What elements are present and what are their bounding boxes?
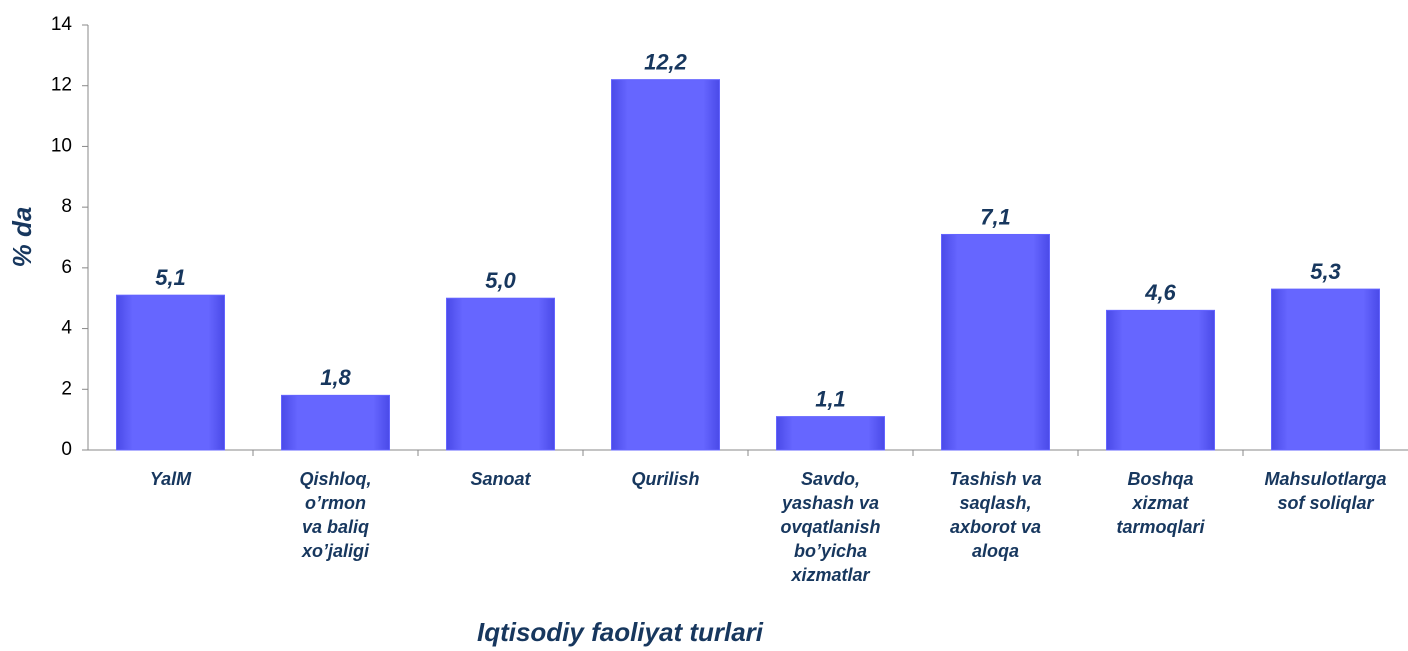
x-tick-label: Tashish va saqlash, axborot va aloqa (949, 469, 1041, 561)
bar (941, 233, 1050, 451)
data-label: 5,3 (1310, 259, 1341, 284)
data-label: 5,1 (155, 265, 186, 290)
x-tick-label: Qurilish (631, 469, 699, 489)
x-tick-label: Mahsulotlarga sof soliqlar (1264, 469, 1386, 513)
data-label: 1,1 (815, 386, 846, 411)
data-label: 7,1 (980, 204, 1011, 229)
data-label: 4,6 (1144, 280, 1176, 305)
y-tick-label: 6 (61, 257, 72, 278)
y-tick-label: 12 (51, 75, 72, 96)
x-tick-label: Savdo, yashash va ovqatlanish bo’yicha xizma… (780, 469, 880, 585)
bar (776, 416, 885, 451)
bar (611, 79, 720, 451)
y-tick-label: 8 (61, 196, 72, 217)
x-axis-title: Iqtisodiy faoliyat turlari (477, 617, 764, 647)
data-label: 1,8 (320, 365, 351, 390)
x-tick-label: YalM (150, 469, 192, 489)
y-axis-title: % da (7, 207, 37, 268)
data-label: 5,0 (485, 268, 516, 293)
bar (1106, 309, 1215, 451)
x-tick-label: Sanoat (470, 469, 531, 489)
x-tick-label: Boshqa xizmat tarmoqlari (1116, 469, 1205, 537)
bar (446, 297, 555, 451)
y-tick-label: 2 (61, 378, 72, 399)
bar (1271, 288, 1380, 451)
y-tick-label: 0 (61, 439, 72, 460)
y-tick-label: 10 (51, 135, 72, 156)
data-label: 12,2 (644, 49, 688, 74)
bar (116, 294, 225, 451)
x-tick-label: Qishloq, o’rmon va baliq xo’jaligi (300, 469, 372, 561)
bar (281, 394, 390, 451)
y-tick-label: 14 (51, 14, 73, 35)
y-tick-label: 4 (61, 318, 72, 339)
